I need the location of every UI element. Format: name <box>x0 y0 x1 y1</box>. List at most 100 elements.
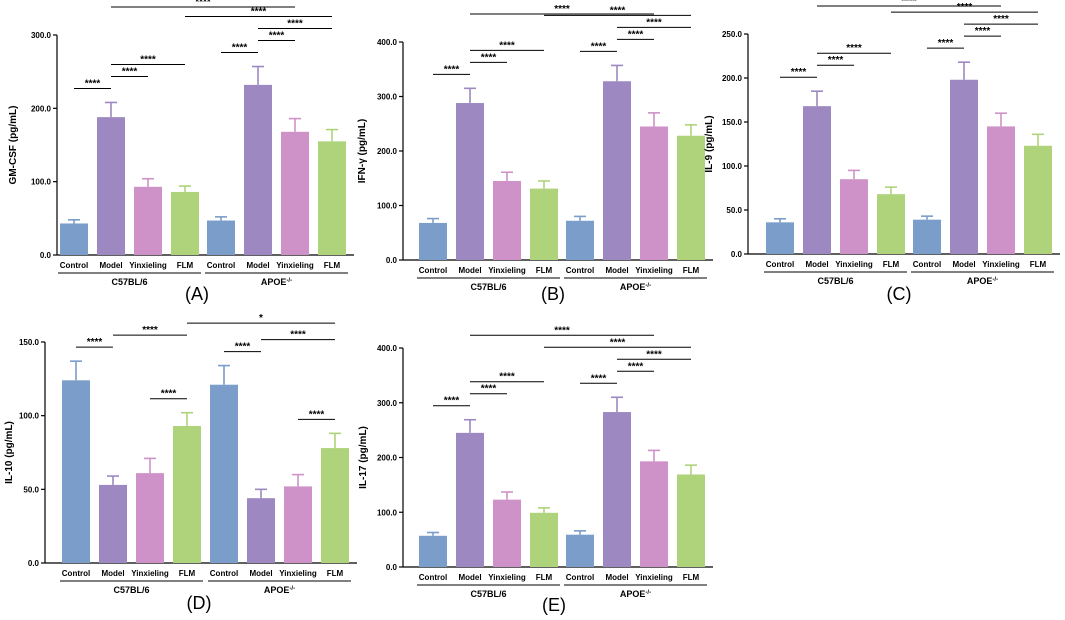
y-axis-label: IL-17 (pg/mL) <box>358 426 369 489</box>
category-label: Model <box>458 266 481 275</box>
significance-label: **** <box>235 342 251 353</box>
panel-label: (D) <box>187 593 212 613</box>
y-axis-label: IL-10 (pg/mL) <box>4 421 15 484</box>
y-tick-label: 0.0 <box>386 563 398 572</box>
significance-label: **** <box>87 337 103 348</box>
bar-yinxieling-apoe <box>987 126 1015 254</box>
category-label: Model <box>458 573 481 582</box>
category-label: FLM <box>177 261 194 270</box>
category-label: Control <box>60 261 88 270</box>
bar-control-c57bl6 <box>60 223 88 255</box>
panel-2: 0.0 100.0 200.0 300.0 400.0 IFN-γ (pg/mL) Cont… <box>357 4 713 304</box>
y-tick-label: 300.0 <box>377 399 398 408</box>
bar-flm-apoe <box>318 141 346 255</box>
category-label: Control <box>62 569 90 578</box>
significance-label: **** <box>251 7 267 18</box>
significance-label: **** <box>610 337 626 348</box>
bar-flm-c57bl6 <box>173 425 201 563</box>
group-label: APOE-/- <box>620 282 651 292</box>
y-tick-label: 250.0 <box>722 30 743 39</box>
bar-control-apoe <box>913 219 941 254</box>
bar-model-apoe <box>950 79 978 254</box>
bar-flm-apoe <box>677 135 705 260</box>
significance-label: **** <box>444 396 460 407</box>
category-label: Control <box>210 569 238 578</box>
bar-yinxieling-apoe <box>284 486 312 563</box>
bar-yinxieling-c57bl6 <box>493 180 521 260</box>
category-label: FLM <box>536 266 553 275</box>
group-label: APOE-/- <box>261 277 292 287</box>
bar-model-c57bl6 <box>99 484 127 563</box>
group-label-superscript: -/- <box>645 283 651 289</box>
significance-label: **** <box>554 4 570 15</box>
significance-label: **** <box>269 31 285 42</box>
y-tick-label: 300.0 <box>31 31 52 40</box>
category-label: Yinxieling <box>635 573 673 582</box>
significance-label: **** <box>232 43 248 54</box>
significance-label: **** <box>901 0 917 7</box>
category-label: FLM <box>1030 260 1047 269</box>
bar-flm-apoe <box>677 474 705 567</box>
bar-yinxieling-c57bl6 <box>840 179 868 254</box>
y-tick-label: 0.0 <box>40 251 52 260</box>
significance-label: **** <box>140 54 156 65</box>
group-label: APOE-/- <box>264 585 295 595</box>
significance-label: **** <box>481 52 497 63</box>
category-label: Model <box>605 266 628 275</box>
group-label: C57BL/6 <box>111 277 147 287</box>
y-tick-label: 100.0 <box>377 202 398 211</box>
category-label: Control <box>566 266 594 275</box>
group-label-superscript: -/- <box>645 590 651 596</box>
significance-label: **** <box>791 67 807 78</box>
category-label: Yinxieling <box>488 266 526 275</box>
significance-label: **** <box>554 325 570 336</box>
category-label: Model <box>952 260 975 269</box>
category-label: Control <box>766 260 794 269</box>
significance-label: **** <box>309 409 325 420</box>
y-tick-label: 100.0 <box>31 178 52 187</box>
panel-label: (C) <box>887 284 912 304</box>
bar-yinxieling-apoe <box>640 126 668 260</box>
category-label: Model <box>246 261 269 270</box>
significance-label: * <box>259 313 263 324</box>
bar-flm-c57bl6 <box>171 191 199 255</box>
category-label: Model <box>249 569 272 578</box>
bar-model-c57bl6 <box>97 117 125 255</box>
category-label: Model <box>101 569 124 578</box>
y-tick-label: 400.0 <box>377 38 398 47</box>
significance-label: **** <box>287 19 303 30</box>
category-label: Yinxieling <box>488 573 526 582</box>
group-label: C57BL/6 <box>470 589 506 599</box>
bar-model-apoe <box>603 81 631 261</box>
panel-1: 0.0 100.0 200.0 300.0 GM-CSF (pg/mL) Control M… <box>8 0 354 304</box>
significance-label: **** <box>161 389 177 400</box>
y-tick-label: 50.0 <box>23 485 39 494</box>
category-label: Yinxieling <box>129 261 167 270</box>
y-tick-label: 100.0 <box>19 412 40 421</box>
category-label: Control <box>419 266 447 275</box>
category-label: Yinxieling <box>131 569 169 578</box>
y-tick-label: 150.0 <box>19 338 40 347</box>
bar-model-apoe <box>603 412 631 567</box>
panel-label: (B) <box>541 284 565 304</box>
significance-label: **** <box>142 325 158 336</box>
bar-yinxieling-c57bl6 <box>134 186 162 255</box>
significance-label: **** <box>938 38 954 49</box>
significance-label: **** <box>975 26 991 37</box>
significance-label: **** <box>481 384 497 395</box>
y-tick-label: 200.0 <box>377 147 398 156</box>
y-axis-label: IL-9 (pg/mL) <box>704 115 715 172</box>
y-tick-label: 0.0 <box>731 250 743 259</box>
y-tick-label: 100.0 <box>377 508 398 517</box>
category-label: Yinxieling <box>982 260 1020 269</box>
y-tick-label: 200.0 <box>377 454 398 463</box>
category-label: FLM <box>536 573 553 582</box>
significance-label: **** <box>646 17 662 28</box>
category-label: FLM <box>327 569 344 578</box>
category-label: FLM <box>883 260 900 269</box>
panel-4: 0.0 50.0 100.0 150.0 IL-10 (pg/mL) Control Mod… <box>4 313 357 613</box>
category-label: Yinxieling <box>276 261 314 270</box>
category-label: Yinxieling <box>279 569 317 578</box>
group-label-superscript: -/- <box>286 278 292 284</box>
bar-yinxieling-apoe <box>281 131 309 255</box>
